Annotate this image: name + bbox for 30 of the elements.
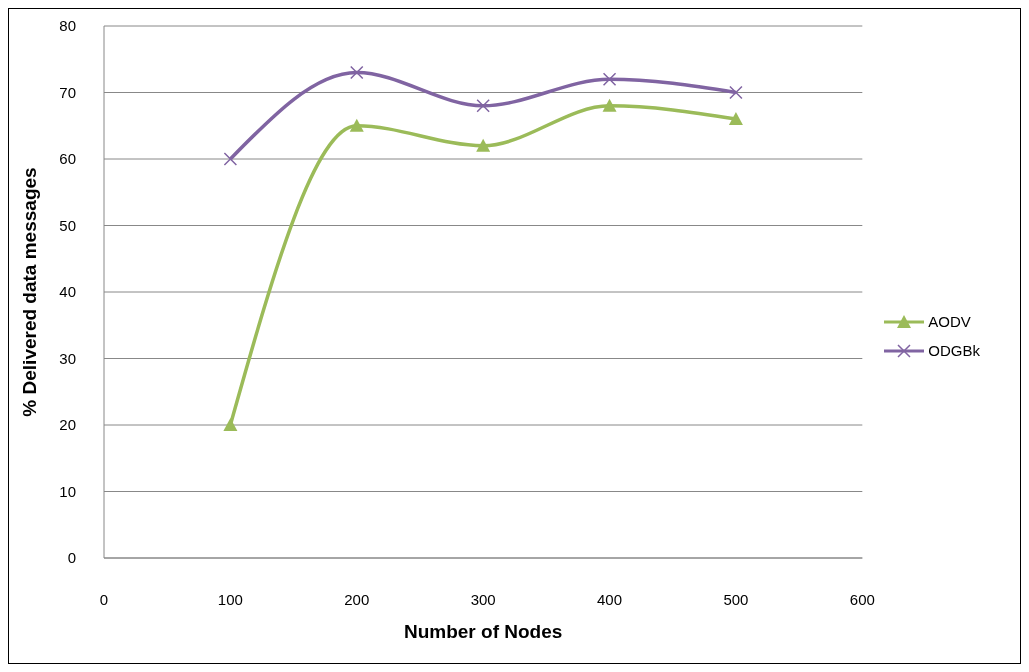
x-tick-label: 400	[597, 590, 623, 608]
point	[728, 112, 743, 126]
y-tick-label: 60	[59, 150, 76, 168]
point	[476, 99, 490, 113]
x-tick-label: 200	[344, 590, 370, 608]
y-tick-label: 10	[59, 482, 76, 500]
y-tick-label: 30	[59, 349, 76, 367]
y-axis-title: % Delivered data messages	[18, 167, 40, 417]
y-tick-label: 0	[67, 549, 76, 567]
y-tick-label: 20	[59, 416, 76, 434]
point	[602, 98, 617, 112]
y-tick-label: 40	[59, 283, 76, 301]
legend-label: AODV	[928, 313, 971, 330]
x-tick-label: 500	[723, 590, 749, 608]
x-tick-label: 0	[99, 590, 109, 608]
point	[350, 65, 364, 80]
x-tick-label: 600	[849, 590, 875, 608]
y-tick-label: 80	[59, 17, 76, 35]
point	[223, 418, 238, 431]
point	[729, 85, 743, 100]
legend-label: ODGBk	[928, 342, 980, 359]
y-tick-label: 70	[59, 83, 76, 101]
x-axis-title: Number of Nodes	[403, 621, 563, 642]
point	[349, 118, 364, 132]
point	[476, 138, 491, 152]
point	[223, 152, 238, 166]
point	[602, 72, 617, 86]
x-tick-label: 100	[217, 590, 243, 608]
y-tick-label: 50	[59, 216, 76, 234]
x-tick-label: 300	[470, 590, 496, 608]
